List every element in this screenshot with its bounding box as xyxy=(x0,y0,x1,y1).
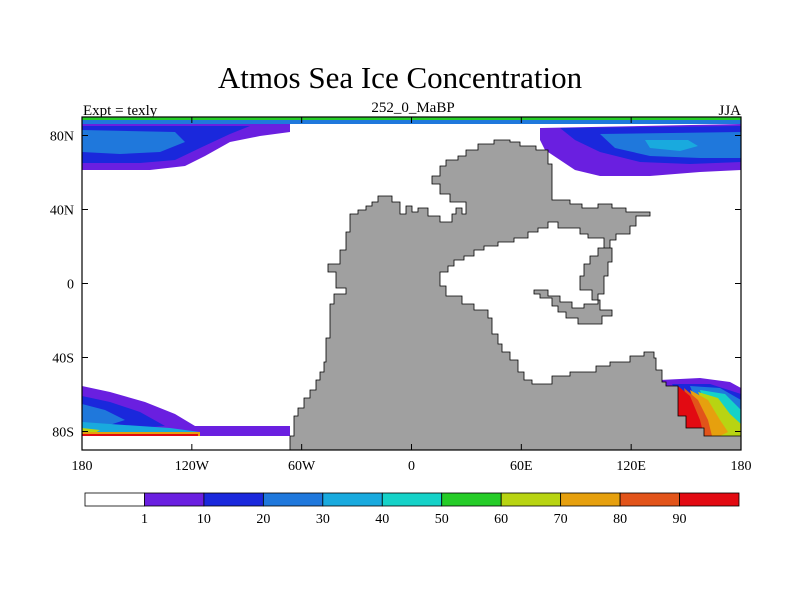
colorbar-label: 70 xyxy=(554,512,568,527)
colorbar-label: 10 xyxy=(197,512,211,527)
colorbar-swatch xyxy=(500,492,562,507)
lon-tick-label: 120W xyxy=(175,459,210,474)
period-label: 252_0_MaBP xyxy=(371,100,455,116)
lon-tick-label: 60E xyxy=(510,459,533,474)
colorbar-label: 90 xyxy=(673,512,687,527)
pangea-landmass xyxy=(289,139,741,450)
lat-tick-label: 80S xyxy=(52,426,74,441)
colorbar-label: 40 xyxy=(375,512,389,527)
colorbar-label: 20 xyxy=(256,512,270,527)
arctic-ice-east xyxy=(540,124,741,176)
lat-tick-label: 40S xyxy=(52,352,74,367)
colorbar-label: 80 xyxy=(613,512,627,527)
colorbar: 1 10 20 30 40 50 60 70 80 90 xyxy=(84,492,740,527)
lat-tick-label: 0 xyxy=(67,278,74,293)
experiment-label: Expt = texly xyxy=(83,103,158,119)
colorbar-swatch xyxy=(441,492,502,507)
colorbar-label: 60 xyxy=(494,512,508,527)
colorbar-swatch xyxy=(560,492,621,507)
latitude-axis: 80N 40N 0 40S 80S xyxy=(50,130,741,441)
colorbar-swatch xyxy=(679,492,740,507)
colorbar-label: 50 xyxy=(435,512,449,527)
colorbar-swatch xyxy=(84,492,145,507)
lon-tick-label: 180 xyxy=(731,459,752,474)
antarctic-ice-west xyxy=(82,386,290,450)
lat-tick-label: 80N xyxy=(50,130,74,145)
colorbar-swatch xyxy=(381,492,443,507)
colorbar-swatch xyxy=(262,492,324,507)
lon-tick-label: 60W xyxy=(288,459,316,474)
arctic-ice-west xyxy=(82,124,290,170)
season-label: JJA xyxy=(718,103,741,119)
lon-tick-label: 0 xyxy=(408,459,415,474)
lon-tick-label: 180 xyxy=(72,459,93,474)
lon-tick-label: 120E xyxy=(616,459,646,474)
colorbar-swatch xyxy=(144,492,205,507)
lat-tick-label: 40N xyxy=(50,204,74,219)
colorbar-label: 1 xyxy=(141,512,148,527)
colorbar-label: 30 xyxy=(316,512,330,527)
map-title: Atmos Sea Ice Concentration xyxy=(217,60,583,95)
colorbar-swatch xyxy=(619,492,680,507)
colorbar-swatch xyxy=(322,492,383,507)
longitude-axis: 180 120W 60W 0 60E 120E 180 xyxy=(72,117,752,474)
colorbar-swatch xyxy=(203,492,264,507)
